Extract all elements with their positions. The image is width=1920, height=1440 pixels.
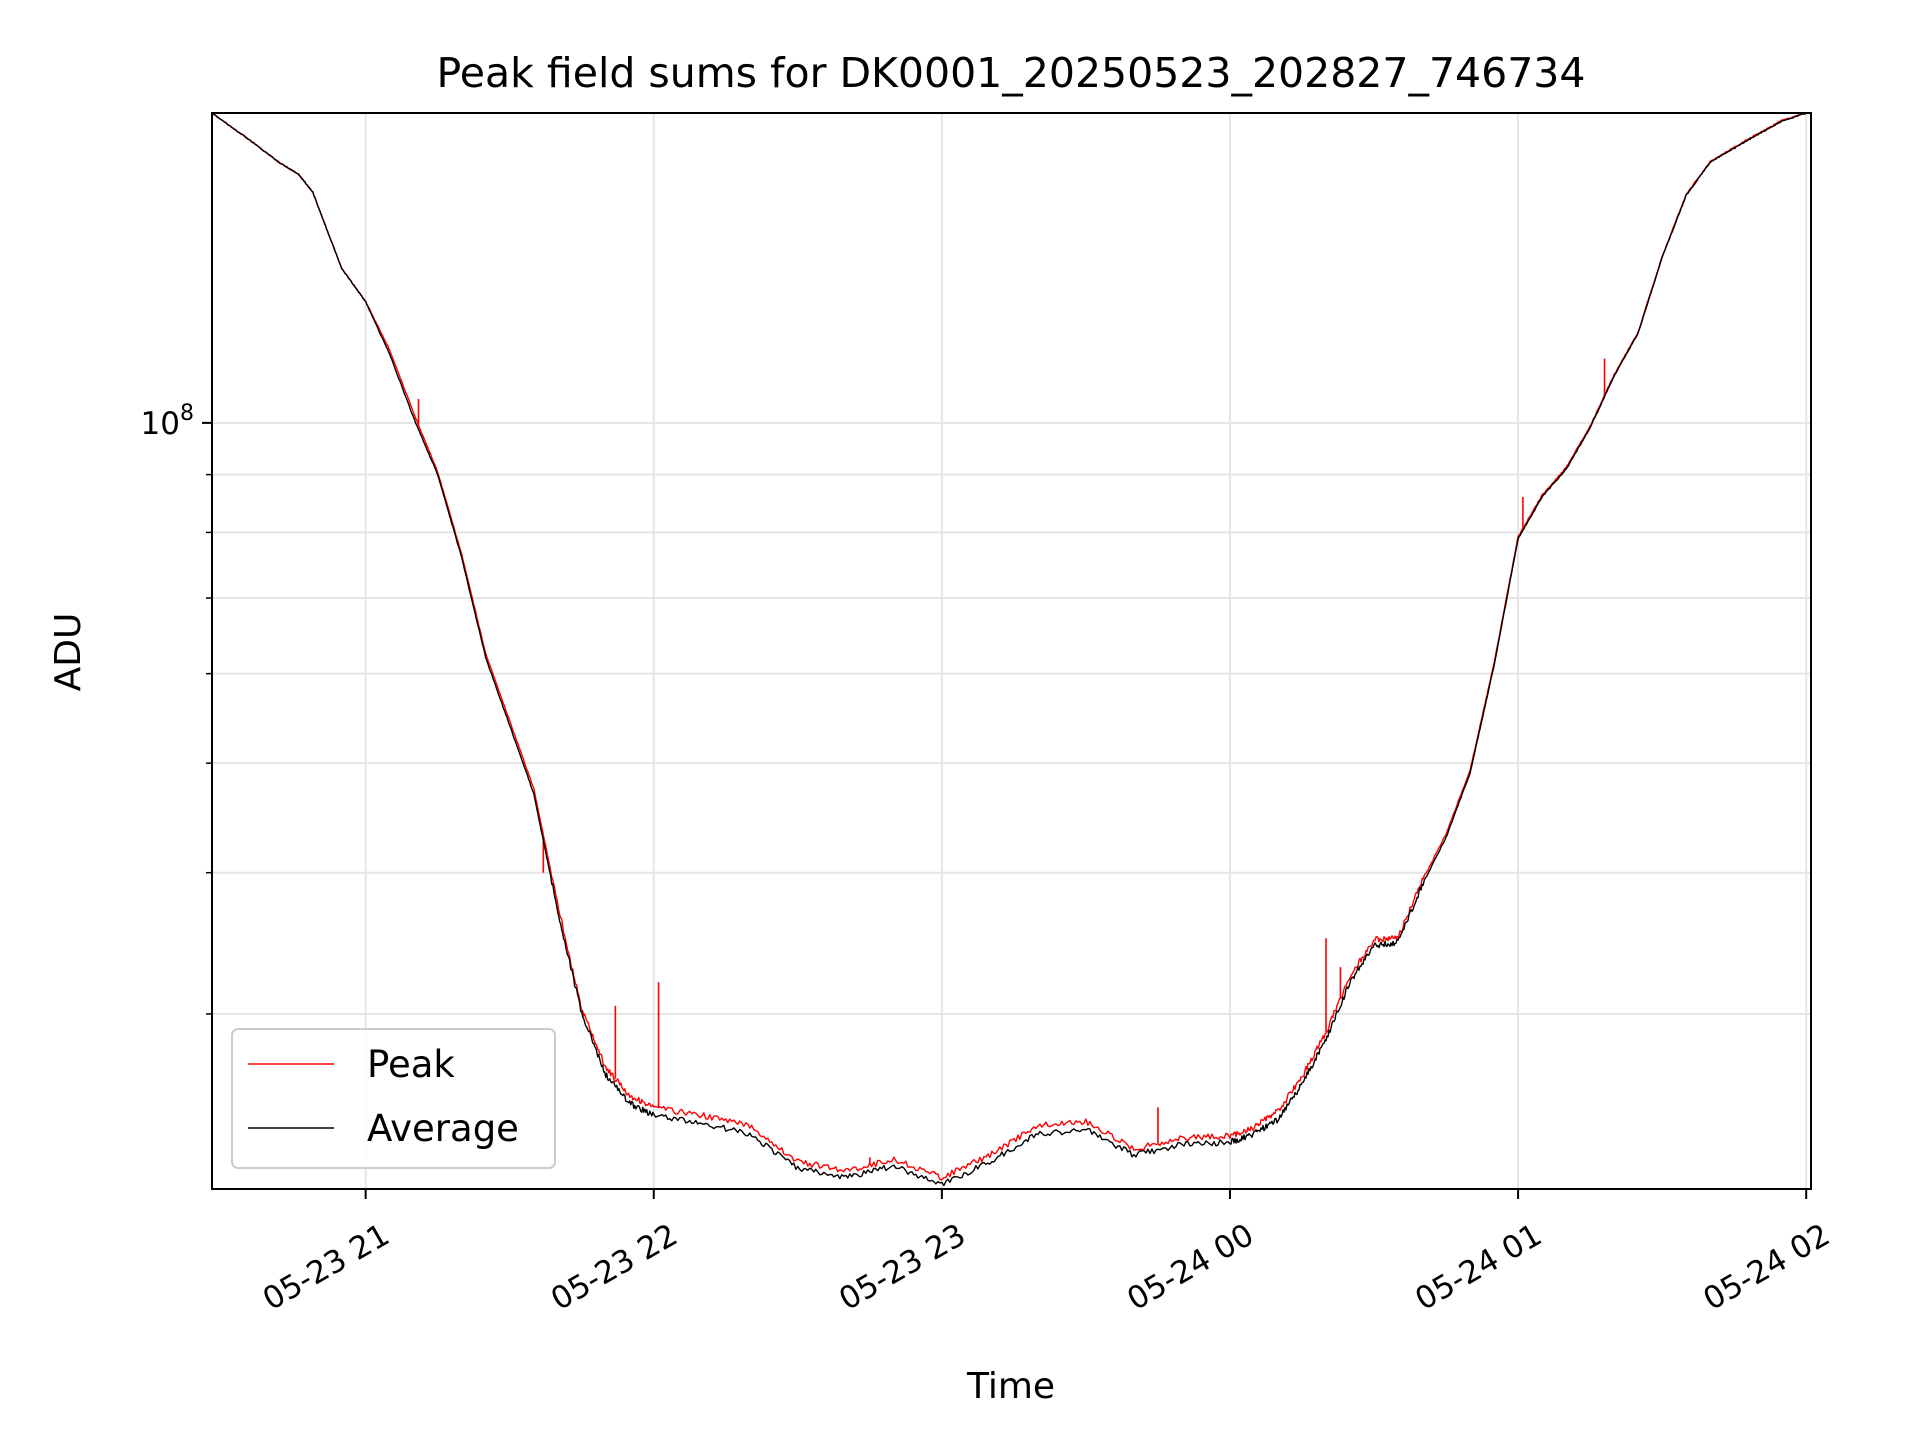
- legend-average-label: Average: [367, 1107, 519, 1150]
- legend-peak-label: Peak: [367, 1043, 455, 1086]
- grid: [212, 113, 1811, 1189]
- chart-title: Peak field sums for DK0001_20250523_2028…: [437, 49, 1586, 97]
- series-layer: [211, 112, 1807, 1187]
- x-axis-label: Time: [966, 1366, 1055, 1407]
- legend: Peak Average: [231, 1028, 556, 1169]
- plot-frame: [211, 112, 1812, 1190]
- series-line-average: [211, 112, 1807, 1187]
- y-axis-label: ADU: [48, 613, 89, 692]
- y-tick-label: 108: [141, 401, 194, 442]
